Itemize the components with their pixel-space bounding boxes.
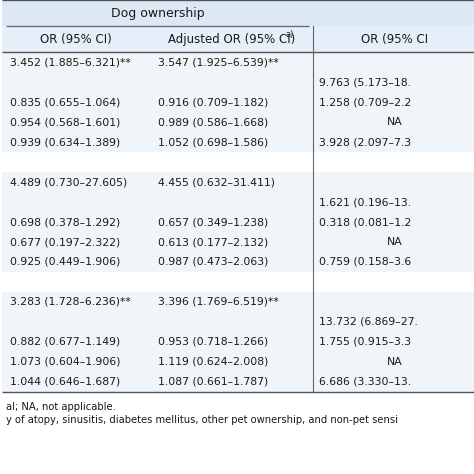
Text: 0.954 (0.568–1.601): 0.954 (0.568–1.601)	[10, 117, 120, 127]
Bar	[2, 332, 474, 352]
Text: 0.759 (0.158–3.6: 0.759 (0.158–3.6	[319, 257, 411, 267]
Text: 1.044 (0.646–1.687): 1.044 (0.646–1.687)	[10, 377, 120, 387]
Text: 1.119 (0.624–2.008): 1.119 (0.624–2.008)	[158, 357, 268, 367]
Bar	[2, 112, 474, 132]
Text: NA: NA	[387, 117, 402, 127]
Bar	[2, 26, 474, 52]
Text: Adjusted OR (95% CI): Adjusted OR (95% CI)	[168, 33, 295, 46]
Text: NA: NA	[387, 357, 402, 367]
Bar	[2, 212, 474, 232]
Text: 3.396 (1.769–6.519)**: 3.396 (1.769–6.519)**	[158, 297, 279, 307]
Text: 0.916 (0.709–1.182): 0.916 (0.709–1.182)	[158, 97, 268, 107]
Bar	[2, 132, 474, 152]
Bar	[2, 0, 474, 26]
Text: 6.686 (3.330–13.: 6.686 (3.330–13.	[319, 377, 411, 387]
Text: 0.925 (0.449–1.906): 0.925 (0.449–1.906)	[10, 257, 120, 267]
Text: 0.613 (0.177–2.132): 0.613 (0.177–2.132)	[158, 237, 268, 247]
Bar	[2, 72, 474, 92]
Bar	[2, 232, 474, 252]
Text: 0.989 (0.586–1.668): 0.989 (0.586–1.668)	[158, 117, 268, 127]
Bar	[2, 352, 474, 372]
Bar	[2, 252, 474, 272]
Text: 3.547 (1.925–6.539)**: 3.547 (1.925–6.539)**	[158, 57, 279, 67]
Text: 9.763 (5.173–18.: 9.763 (5.173–18.	[319, 77, 411, 87]
Text: 4.489 (0.730–27.605): 4.489 (0.730–27.605)	[10, 177, 127, 187]
Bar	[2, 272, 474, 292]
Text: 1.052 (0.698–1.586): 1.052 (0.698–1.586)	[158, 137, 268, 147]
Bar	[2, 152, 474, 172]
Text: 0.835 (0.655–1.064): 0.835 (0.655–1.064)	[10, 97, 120, 107]
Text: y of atopy, sinusitis, diabetes mellitus, other pet ownership, and non-pet sensi: y of atopy, sinusitis, diabetes mellitus…	[6, 415, 398, 425]
Bar	[2, 52, 474, 72]
Bar	[2, 312, 474, 332]
Text: 0.657 (0.349–1.238): 0.657 (0.349–1.238)	[158, 217, 268, 227]
Text: 3.928 (2.097–7.3: 3.928 (2.097–7.3	[319, 137, 411, 147]
Text: Dog ownership: Dog ownership	[111, 7, 204, 19]
Text: a): a)	[285, 29, 294, 38]
Text: 4.455 (0.632–31.411): 4.455 (0.632–31.411)	[158, 177, 275, 187]
Bar	[2, 172, 474, 192]
Text: 0.953 (0.718–1.266): 0.953 (0.718–1.266)	[158, 337, 268, 347]
Text: 1.087 (0.661–1.787): 1.087 (0.661–1.787)	[158, 377, 268, 387]
Text: 0.987 (0.473–2.063): 0.987 (0.473–2.063)	[158, 257, 268, 267]
Text: OR (95% CI: OR (95% CI	[361, 33, 428, 46]
Bar	[2, 292, 474, 312]
Text: NA: NA	[387, 237, 402, 247]
Text: 1.258 (0.709–2.2: 1.258 (0.709–2.2	[319, 97, 411, 107]
Text: 0.882 (0.677–1.149): 0.882 (0.677–1.149)	[10, 337, 120, 347]
Text: OR (95% CI): OR (95% CI)	[40, 33, 112, 46]
Text: 1.621 (0.196–13.: 1.621 (0.196–13.	[319, 197, 411, 207]
Text: 0.677 (0.197–2.322): 0.677 (0.197–2.322)	[10, 237, 120, 247]
Bar	[2, 192, 474, 212]
Text: 3.283 (1.728–6.236)**: 3.283 (1.728–6.236)**	[10, 297, 131, 307]
Text: 1.073 (0.604–1.906): 1.073 (0.604–1.906)	[10, 357, 120, 367]
Bar	[2, 92, 474, 112]
Text: 0.939 (0.634–1.389): 0.939 (0.634–1.389)	[10, 137, 120, 147]
Text: 13.732 (6.869–27.: 13.732 (6.869–27.	[319, 317, 418, 327]
Text: 0.318 (0.081–1.2: 0.318 (0.081–1.2	[319, 217, 411, 227]
Text: al; NA, not applicable.: al; NA, not applicable.	[6, 402, 116, 412]
Text: 1.755 (0.915–3.3: 1.755 (0.915–3.3	[319, 337, 411, 347]
Bar	[2, 372, 474, 392]
Text: 3.452 (1.885–6.321)**: 3.452 (1.885–6.321)**	[10, 57, 131, 67]
Text: 0.698 (0.378–1.292): 0.698 (0.378–1.292)	[10, 217, 120, 227]
